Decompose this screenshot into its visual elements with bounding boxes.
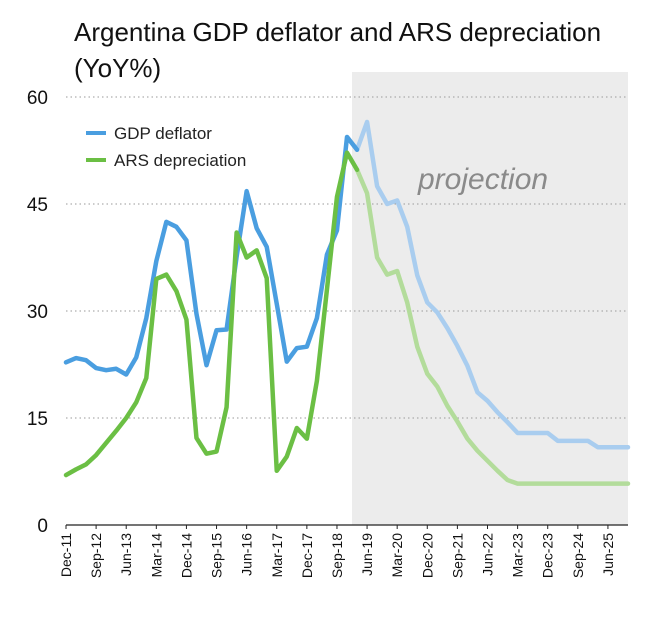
gridlines bbox=[66, 96, 628, 419]
y-tick-label: 0 bbox=[37, 516, 48, 537]
x-tick-label: Jun-22 bbox=[480, 533, 496, 576]
series-line-projection-1 bbox=[354, 167, 631, 486]
x-tick-label: Mar-20 bbox=[389, 533, 405, 578]
x-tick-label: Sep-18 bbox=[329, 533, 345, 578]
x-tick-label: Sep-12 bbox=[88, 533, 104, 578]
x-tick-label: Mar-17 bbox=[269, 533, 285, 578]
y-tick-label: 60 bbox=[27, 88, 48, 109]
legend: GDP deflator ARS depreciation bbox=[86, 124, 246, 170]
x-tick-label: Mar-23 bbox=[510, 533, 526, 578]
x-tick-label: Jun-25 bbox=[600, 533, 616, 576]
tick-labels: 0 15 30 45 60 Dec-11 Sep-12 Jun-13 Mar-14 Dec-14 S… bbox=[27, 88, 616, 578]
x-tick-label: Sep-24 bbox=[570, 533, 586, 578]
y-tick-label: 45 bbox=[27, 195, 48, 216]
chart-title: Argentina GDP deflator and ARS depreciat… bbox=[74, 17, 602, 83]
x-tick-label: Jun-19 bbox=[359, 533, 375, 576]
legend-label: ARS depreciation bbox=[114, 151, 246, 170]
x-tick-label: Mar-14 bbox=[148, 533, 164, 578]
x-tick-label: Dec-20 bbox=[419, 533, 435, 578]
axes bbox=[65, 524, 628, 529]
series-line-0 bbox=[63, 134, 360, 377]
x-tick-label: Sep-21 bbox=[449, 533, 465, 578]
x-tick-label: Sep-15 bbox=[209, 533, 225, 578]
series-line-projection-0 bbox=[354, 119, 631, 450]
projection-region-layer: projection bbox=[352, 72, 628, 525]
series-line-1 bbox=[63, 150, 360, 478]
x-tick-label: Jun-13 bbox=[118, 533, 134, 576]
x-tick-label: Dec-14 bbox=[178, 533, 194, 578]
y-tick-label: 15 bbox=[27, 409, 48, 430]
series-lines bbox=[63, 119, 631, 486]
y-tick-label: 30 bbox=[27, 302, 48, 323]
x-tick-label: Dec-17 bbox=[299, 533, 315, 578]
projection-shading bbox=[352, 72, 628, 525]
x-tick-label: Dec-11 bbox=[58, 533, 74, 577]
legend-label: GDP deflator bbox=[114, 124, 212, 143]
x-tick-label: Jun-16 bbox=[239, 533, 255, 576]
x-tick-label: Dec-23 bbox=[540, 533, 556, 578]
projection-label: projection bbox=[417, 163, 548, 196]
